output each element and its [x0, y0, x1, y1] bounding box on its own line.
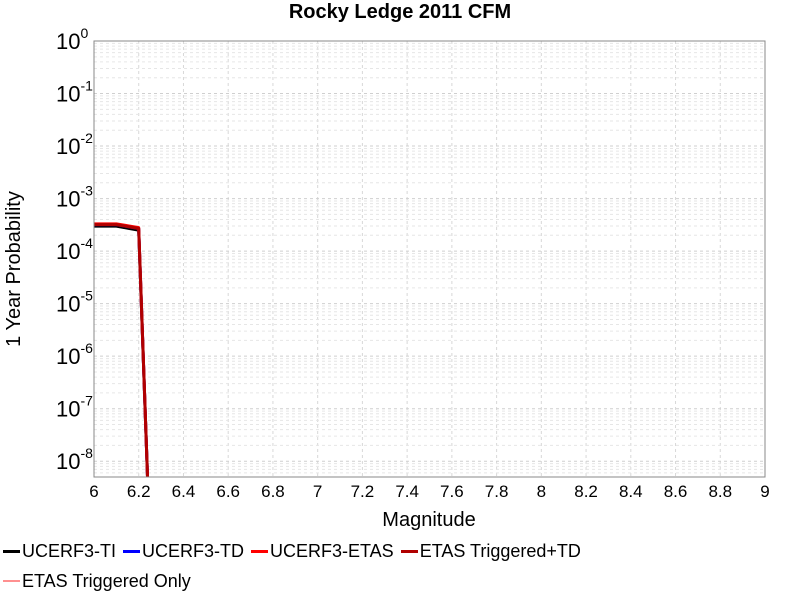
chart-title: Rocky Ledge 2011 CFM	[289, 1, 511, 23]
x-tick-label-8: 7.6	[440, 482, 464, 501]
y-tick-base: 10	[56, 292, 80, 317]
x-tick-label-12: 8.4	[619, 482, 643, 501]
x-axis-label: Magnitude	[382, 509, 475, 531]
x-tick-label-15: 9	[760, 482, 769, 501]
y-tick-label-0: 100	[56, 25, 88, 54]
x-tick-label-4: 6.8	[261, 482, 285, 501]
y-tick-exp: 0	[80, 25, 88, 41]
legend-swatch-etas-triggered-only	[3, 580, 20, 582]
y-tick-label-3: 10-3	[56, 183, 93, 212]
legend-row-2: ETAS Triggered Only	[0, 566, 800, 596]
y-tick-exp: -2	[80, 130, 93, 146]
legend-label-etas-triggered-td: ETAS Triggered+TD	[419, 540, 581, 561]
legend-item-etas-triggered-td: ETAS Triggered+TD	[398, 541, 581, 562]
y-tick-exp: -3	[80, 183, 93, 199]
y-tick-exp: -8	[80, 445, 93, 461]
y-tick-label-5: 10-5	[56, 288, 93, 317]
x-tick-label-7: 7.4	[395, 482, 419, 501]
legend-row-1: UCERF3-TI UCERF3-TD UCERF3-ETAS ETAS Tri…	[0, 536, 800, 566]
x-tick-label-14: 8.8	[708, 482, 732, 501]
y-tick-base: 10	[56, 449, 80, 474]
y-tick-label-7: 10-7	[56, 393, 93, 422]
y-tick-exp: -7	[80, 393, 93, 409]
chart: Rocky Ledge 2011 CFM 6 6.2 6.4 6.6 6.8 7 7.2 7.…	[3, 1, 770, 531]
y-tick-base: 10	[56, 82, 80, 107]
legend-label-etas-triggered-only: ETAS Triggered Only	[22, 570, 191, 591]
x-tick-label-5: 7	[313, 482, 322, 501]
y-tick-label-6: 10-6	[56, 340, 93, 369]
y-tick-exp: -4	[80, 235, 93, 251]
y-tick-label-8: 10-8	[56, 445, 93, 474]
legend-swatch-ucerf3-ti	[3, 549, 20, 553]
x-tick-labels: 6 6.2 6.4 6.6 6.8 7 7.2 7.4 7.6 7.8 8 8.2 8.4 8.6 8.8 9	[89, 482, 769, 501]
y-tick-base: 10	[56, 344, 80, 369]
series-lines	[94, 222, 150, 477]
y-tick-exp: -1	[80, 78, 93, 94]
legend-item-ucerf3-ti: UCERF3-TI	[0, 541, 116, 562]
x-tick-label-1: 6.2	[127, 482, 151, 501]
y-tick-label-1: 10-1	[56, 78, 93, 107]
legend-swatch-ucerf3-etas	[251, 549, 268, 553]
legend-swatch-etas-triggered-td	[400, 549, 418, 553]
legend: UCERF3-TI UCERF3-TD UCERF3-ETAS ETAS Tri…	[0, 536, 800, 596]
plot-frame	[93, 40, 766, 478]
x-tick-label-3: 6.6	[216, 482, 240, 501]
legend-item-ucerf3-etas: UCERF3-ETAS	[248, 541, 394, 562]
y-tick-base: 10	[56, 134, 80, 159]
y-axis-label: 1 Year Probability	[3, 191, 25, 347]
legend-label-ucerf3-etas: UCERF3-ETAS	[270, 540, 394, 561]
legend-label-ucerf3-td: UCERF3-TD	[142, 540, 244, 561]
legend-label-ucerf3-ti: UCERF3-TI	[22, 540, 116, 561]
legend-item-etas-triggered-only: ETAS Triggered Only	[0, 571, 191, 592]
x-tick-label-9: 7.8	[485, 482, 509, 501]
x-tick-label-10: 8	[537, 482, 546, 501]
legend-swatch-ucerf3-td	[123, 549, 140, 553]
y-tick-base: 10	[56, 397, 80, 422]
x-tick-label-11: 8.2	[574, 482, 598, 501]
y-tick-exp: -5	[80, 288, 93, 304]
x-tick-label-2: 6.4	[172, 482, 196, 501]
y-tick-label-4: 10-4	[56, 235, 93, 264]
grid	[93, 40, 766, 477]
x-tick-label-0: 6	[89, 482, 98, 501]
y-tick-base: 10	[56, 239, 80, 264]
y-tick-exp: -6	[80, 340, 93, 356]
y-tick-label-2: 10-2	[56, 130, 93, 159]
series-line-3	[94, 223, 150, 477]
y-tick-base: 10	[56, 29, 80, 54]
legend-item-ucerf3-td: UCERF3-TD	[120, 541, 244, 562]
x-tick-label-13: 8.6	[664, 482, 688, 501]
x-tick-label-6: 7.2	[351, 482, 375, 501]
y-tick-base: 10	[56, 187, 80, 212]
